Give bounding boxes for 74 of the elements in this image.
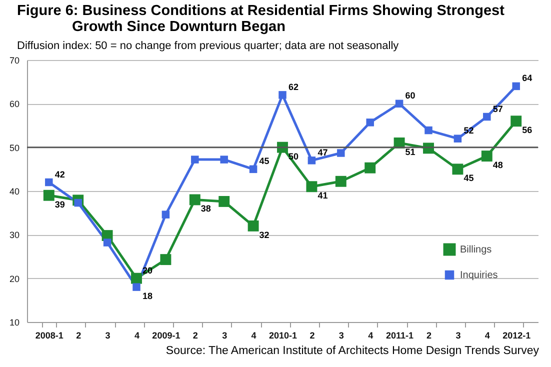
x-tick-label: 2 <box>426 330 432 340</box>
point <box>308 156 316 164</box>
data-label: 42 <box>54 169 65 180</box>
data-label: 45 <box>464 173 474 184</box>
data-label: 64 <box>522 73 532 84</box>
x-tick-label: 2 <box>310 330 315 340</box>
y-tick-label: 60 <box>9 99 20 110</box>
data-label: 48 <box>492 160 503 170</box>
point <box>160 254 172 266</box>
chart-subtitle: Diffusion index: 50 = no change from previous quarter; data are not seasonally <box>17 40 399 52</box>
y-tick-label: 50 <box>9 142 20 153</box>
x-tick-label: 2010-1 <box>268 330 298 340</box>
point <box>424 126 432 134</box>
point <box>278 91 286 99</box>
point <box>220 156 228 164</box>
point <box>481 150 492 162</box>
point <box>454 134 462 142</box>
point <box>306 181 318 192</box>
x-tick-label: 3 <box>222 330 228 340</box>
point <box>452 164 464 175</box>
point <box>45 178 53 186</box>
point <box>191 156 199 164</box>
point <box>366 118 374 126</box>
y-tick-label: 10 <box>9 318 20 328</box>
point <box>395 100 404 108</box>
point <box>483 112 491 121</box>
x-tick-label: 2 <box>76 330 82 340</box>
x-tick-label: 3 <box>456 330 461 340</box>
data-label: 56 <box>522 125 532 136</box>
x-tick-label: 3 <box>338 330 344 340</box>
y-tick-label: 20 <box>9 274 20 284</box>
x-tick-label: 4 <box>484 330 490 340</box>
point <box>43 190 54 201</box>
legend-label: Inquiries <box>460 270 498 281</box>
x-tick-label: 2012-1 <box>502 330 531 340</box>
x-tick-label: 3 <box>105 330 110 340</box>
point <box>132 283 140 291</box>
point <box>162 210 170 218</box>
data-label: 60 <box>405 90 416 101</box>
chart-title: Figure 6: Business Conditions at Residential Firms Showing Strongest Growth Since Downturn Began <box>16 3 506 35</box>
point <box>189 194 200 206</box>
data-label: 41 <box>318 190 328 201</box>
point <box>248 220 259 232</box>
data-label: 38 <box>200 204 211 214</box>
legend-label: Billings <box>460 244 492 256</box>
data-label: 20 <box>142 265 153 276</box>
data-label: 45 <box>259 156 270 166</box>
y-tick-label: 30 <box>9 230 20 240</box>
x-tick-label: 4 <box>251 330 256 340</box>
data-label: 18 <box>142 291 153 302</box>
data-label: 62 <box>288 82 299 92</box>
x-tick-label: 4 <box>134 330 140 340</box>
point <box>337 149 345 157</box>
data-label: 39 <box>54 199 65 210</box>
source-note: Source: The American Institute of Architects Home Design Trends Survey <box>166 345 539 357</box>
data-label: 51 <box>405 146 416 157</box>
point <box>131 272 142 284</box>
x-tick-label: 2 <box>192 330 198 340</box>
point <box>364 162 376 174</box>
point <box>335 176 346 187</box>
point <box>103 238 112 246</box>
point <box>74 198 82 207</box>
data-label: 32 <box>259 230 270 240</box>
x-tick-label: 2008-1 <box>35 330 64 340</box>
y-tick-label: 70 <box>9 56 20 66</box>
data-label: 47 <box>318 147 328 158</box>
x-tick-label: 2011-1 <box>386 330 414 340</box>
point <box>218 196 230 207</box>
point <box>249 165 258 174</box>
y-tick-label: 40 <box>9 186 20 196</box>
point <box>512 82 520 90</box>
point <box>510 116 522 127</box>
x-tick-label: 2009-1 <box>152 330 180 340</box>
x-tick-label: 4 <box>368 330 374 340</box>
